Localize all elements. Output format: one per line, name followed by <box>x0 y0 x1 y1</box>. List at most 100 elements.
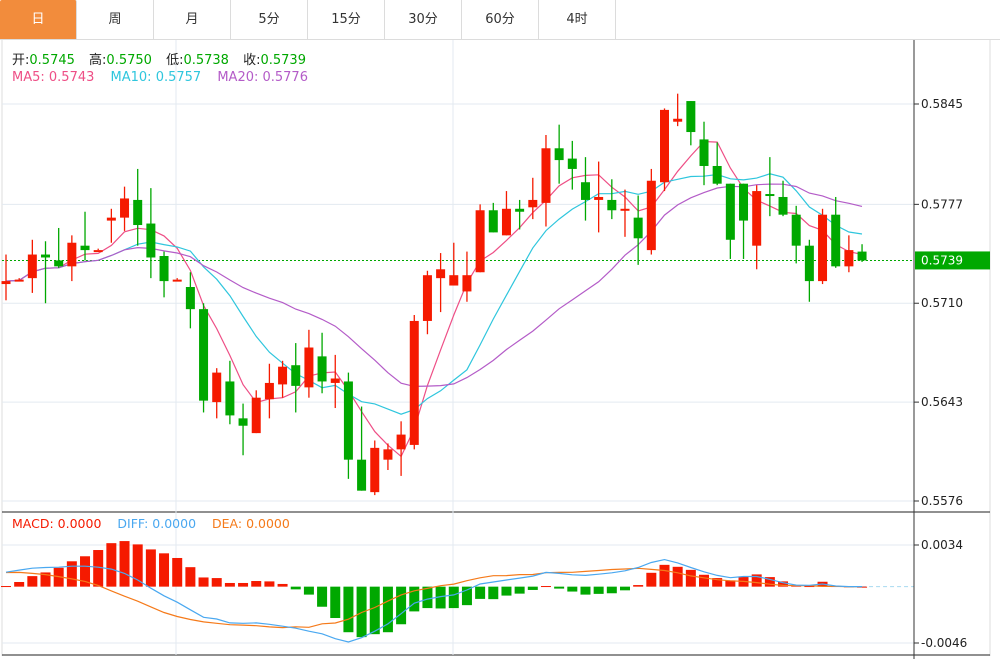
candle <box>14 278 24 282</box>
tab-4hour[interactable]: 4时 <box>539 0 616 39</box>
macd-bar <box>119 541 130 587</box>
diff-line <box>5 558 862 643</box>
candle <box>791 205 801 264</box>
candle-body <box>607 199 617 211</box>
low-value: 0.5738 <box>183 53 229 68</box>
candle <box>185 272 195 329</box>
open-value: 0.5745 <box>29 53 75 68</box>
last-price-label: 0.5739 <box>921 253 963 267</box>
candle-body <box>41 254 51 258</box>
candle <box>172 278 182 282</box>
candle <box>251 390 261 434</box>
macd-bar <box>633 585 644 587</box>
candle <box>725 183 735 259</box>
macd-panel <box>1 541 914 643</box>
candle <box>633 195 643 265</box>
tab-day[interactable]: 日 <box>0 0 77 39</box>
open-label: 开: <box>12 53 30 68</box>
diff-value: DIFF: 0.0000 <box>117 516 197 531</box>
y-tick-label: 0.5643 <box>921 395 963 409</box>
candle <box>620 189 630 237</box>
candle <box>238 403 248 456</box>
macd-bar <box>646 572 657 587</box>
macd-bar <box>567 586 578 592</box>
macd-value: MACD: 0.0000 <box>12 516 102 531</box>
candle <box>146 188 156 279</box>
candle <box>515 199 525 230</box>
macd-bar <box>106 543 117 587</box>
candle <box>607 179 617 220</box>
candle <box>501 191 511 236</box>
candle-body <box>159 256 169 282</box>
close-label: 收: <box>243 53 261 68</box>
macd-bar <box>751 574 762 587</box>
candle-body <box>199 309 209 401</box>
candle <box>278 360 288 398</box>
candle <box>712 142 722 186</box>
macd-bar <box>672 566 683 587</box>
candle <box>120 186 130 231</box>
candle <box>264 363 274 419</box>
tab-60min[interactable]: 60分 <box>462 0 539 39</box>
candle-body <box>554 148 564 161</box>
macd-tick-label: 0.0034 <box>921 538 963 552</box>
candle-body <box>80 245 90 251</box>
candle-body <box>673 118 683 122</box>
candle <box>831 196 841 268</box>
tab-month[interactable]: 月 <box>154 0 231 39</box>
macd-bar <box>804 586 815 588</box>
candle <box>554 124 564 184</box>
macd-bar <box>475 586 486 599</box>
candle-body <box>251 397 261 434</box>
candle <box>330 354 340 409</box>
candle <box>818 208 828 285</box>
macd-bar <box>699 574 710 587</box>
ohlc-legend: 开:0.5745 高:0.5750 低:0.5738 收:0.5739 <box>12 49 306 68</box>
candle <box>409 315 419 450</box>
candle-body <box>357 459 367 491</box>
candle-body <box>739 183 749 221</box>
macd-bar <box>540 586 551 588</box>
candle-body <box>212 372 222 403</box>
candle <box>739 183 749 259</box>
candle-body <box>831 214 841 267</box>
candle <box>106 208 116 243</box>
candle-body <box>422 275 432 321</box>
candle <box>80 211 90 261</box>
macd-bar <box>132 544 143 587</box>
candle-body <box>567 158 577 169</box>
macd-bar <box>422 586 433 609</box>
candle-body <box>172 279 182 282</box>
macd-bar <box>145 549 156 587</box>
candle <box>41 241 51 304</box>
candle <box>383 443 393 471</box>
macd-bar <box>382 586 393 633</box>
candle-body <box>27 254 37 279</box>
y-tick-label: 0.5845 <box>921 97 963 111</box>
macd-bar <box>461 586 472 606</box>
dea-value: DEA: 0.0000 <box>212 516 290 531</box>
macd-bar <box>580 586 591 595</box>
candle <box>133 168 143 246</box>
macd-bar <box>290 586 301 590</box>
candle-body <box>580 182 590 200</box>
macd-bar <box>198 577 209 587</box>
candle <box>594 161 604 233</box>
candle-body <box>436 269 446 279</box>
macd-bar <box>211 578 222 587</box>
candle-body <box>54 260 64 267</box>
tab-5min[interactable]: 5分 <box>231 0 308 39</box>
macd-bar <box>606 586 617 594</box>
tab-30min[interactable]: 30分 <box>385 0 462 39</box>
ma20-value: MA20: 0.5776 <box>217 70 308 85</box>
candle <box>541 134 551 227</box>
macd-bar <box>53 567 64 587</box>
candle <box>528 177 538 220</box>
macd-bar <box>343 586 354 633</box>
tab-week[interactable]: 周 <box>77 0 154 39</box>
dea-line <box>5 567 863 629</box>
macd-bar <box>659 564 670 587</box>
tab-15min[interactable]: 15分 <box>308 0 385 39</box>
macd-bar <box>593 586 604 594</box>
